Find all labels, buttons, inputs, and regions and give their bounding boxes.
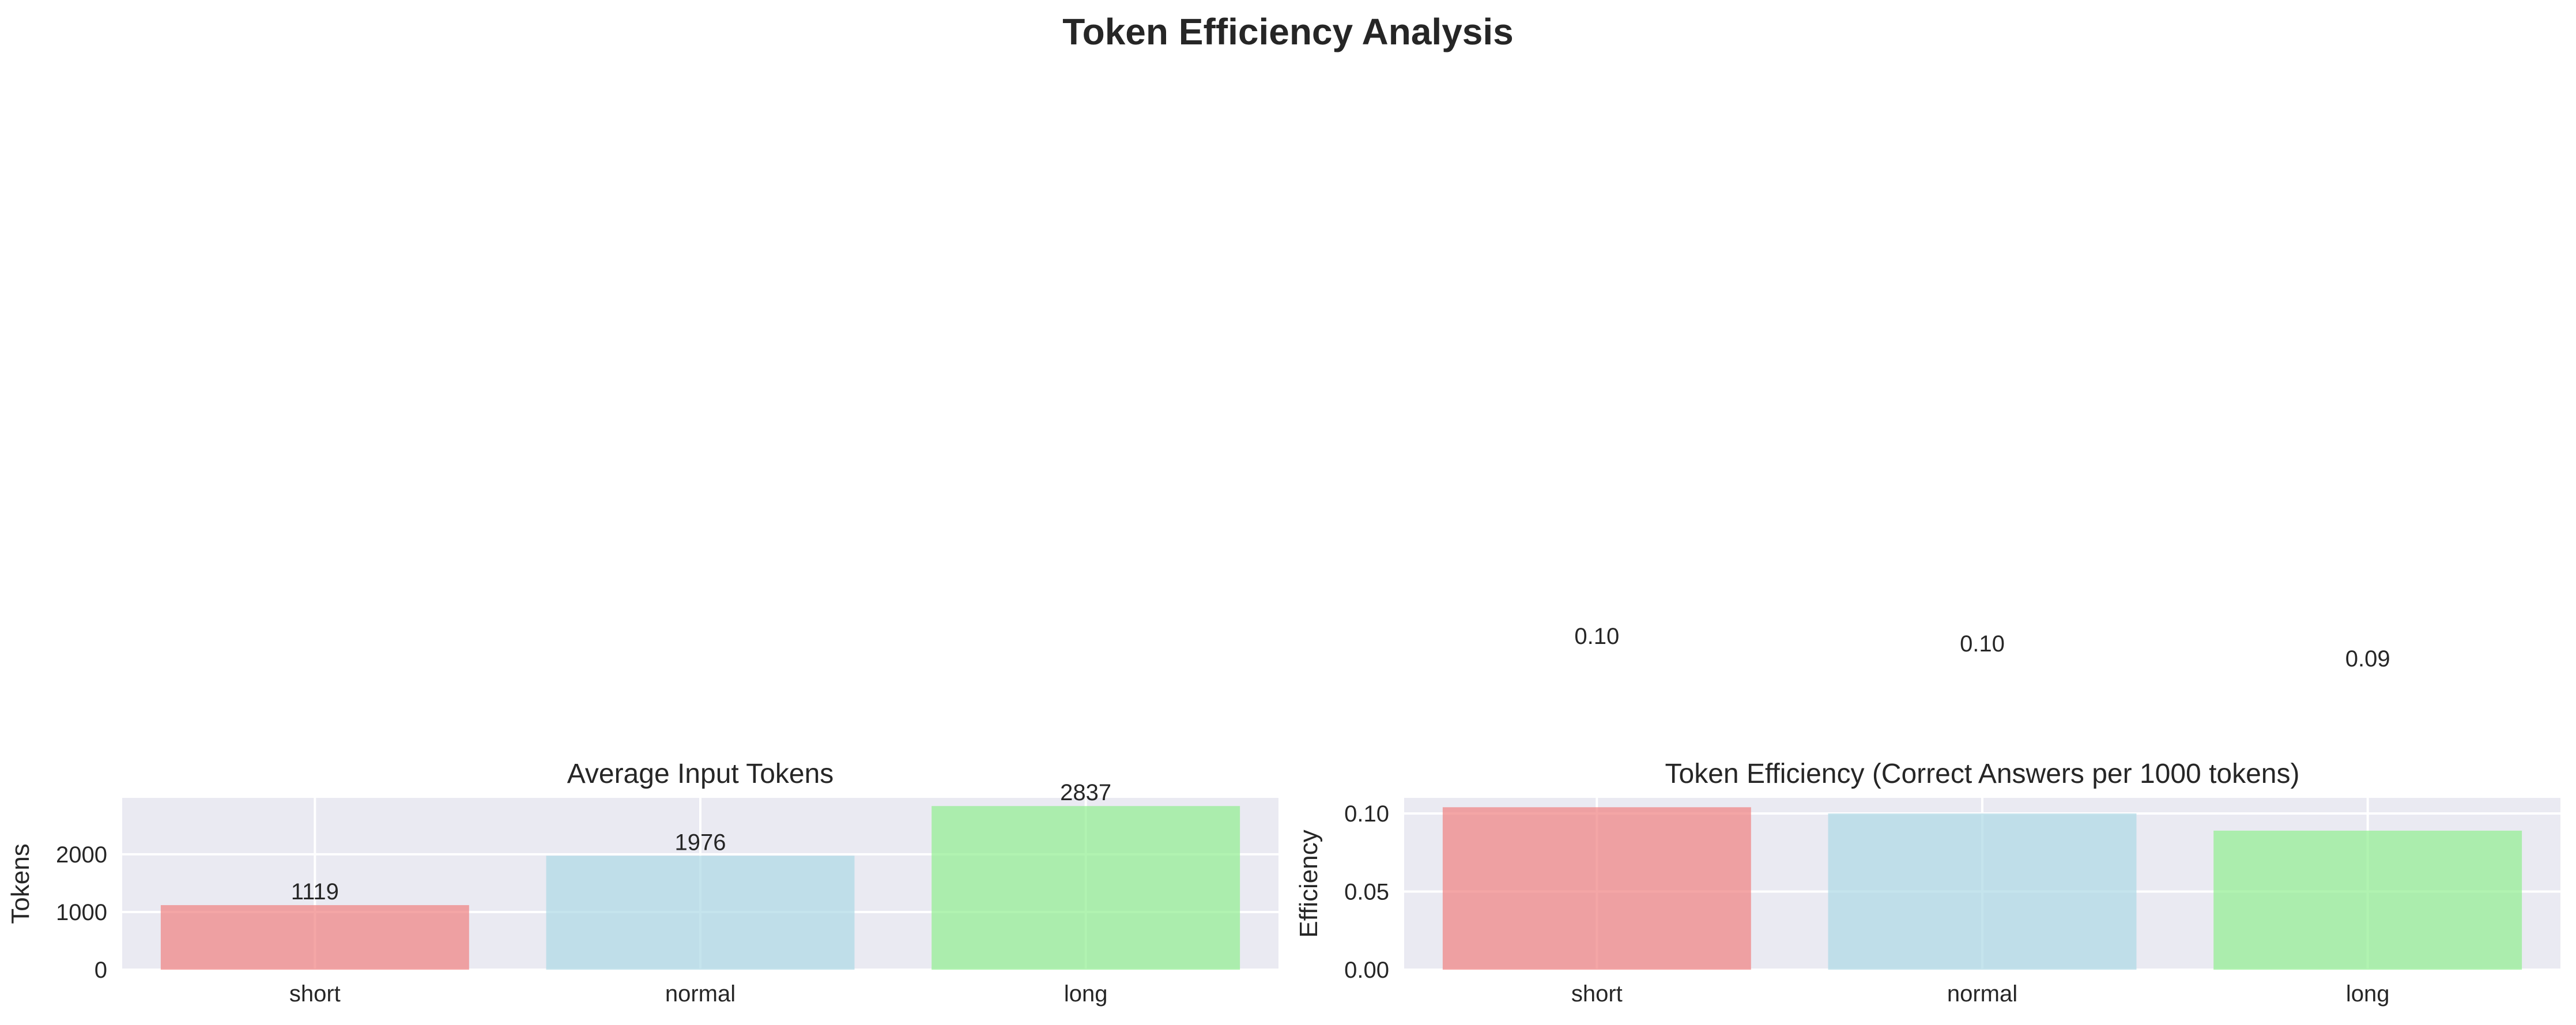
y-tick-label: 0.10 — [1344, 801, 1389, 827]
value-label: 1976 — [675, 830, 726, 855]
chart-title: Average Input Tokens — [567, 759, 834, 789]
y-tick-label: 1000 — [56, 900, 107, 925]
bar-normal — [546, 856, 855, 970]
x-tick-label: normal — [665, 981, 736, 1007]
value-label: 0.09 — [2345, 646, 2390, 672]
x-tick-label: normal — [1947, 981, 2017, 1007]
bar-short — [1442, 807, 1751, 970]
y-tick-label: 0.05 — [1344, 880, 1389, 905]
figure-title: Token Efficiency Analysis — [1062, 11, 1514, 52]
y-tick-label: 2000 — [56, 842, 107, 868]
value-label: 2837 — [1060, 780, 1111, 805]
value-label: 1119 — [291, 879, 339, 905]
y-tick-label: 0.00 — [1344, 958, 1389, 983]
y-tick-label: 0 — [95, 958, 107, 983]
value-label: 0.10 — [1574, 624, 1619, 649]
chart-title: Token Efficiency (Correct Answers per 10… — [1665, 759, 2300, 789]
x-tick-label: long — [1064, 981, 1108, 1007]
x-tick-label: short — [289, 981, 341, 1007]
x-tick-label: short — [1571, 981, 1623, 1007]
bar-long — [2213, 830, 2522, 970]
bar-long — [931, 806, 1240, 970]
x-tick-label: long — [2346, 981, 2390, 1007]
token-efficiency-chart: 0.10 0.10 0.09 0.00 0.05 0.10 short normal long T… — [1295, 624, 2560, 1007]
average-input-tokens-chart: 1119 1976 2837 0 1000 2000 short normal long Aver… — [6, 759, 1278, 1007]
value-label: 0.10 — [1960, 631, 2005, 657]
y-axis-title: Efficiency — [1295, 830, 1323, 938]
bar-short — [160, 905, 469, 970]
bar-normal — [1828, 813, 2137, 970]
y-axis-title: Tokens — [6, 843, 35, 924]
